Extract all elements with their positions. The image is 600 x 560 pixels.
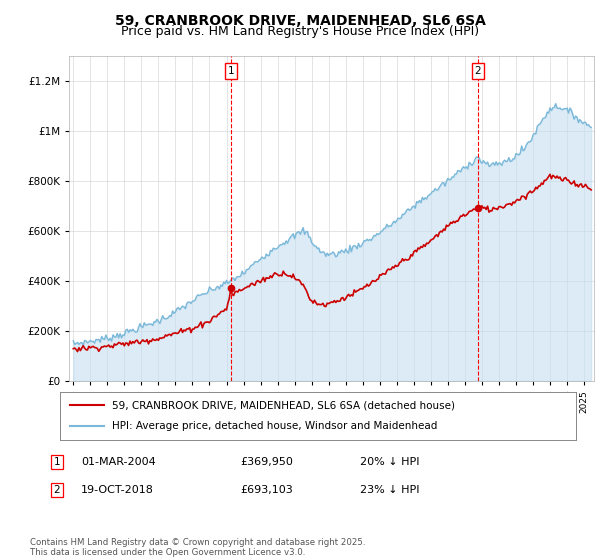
Text: 59, CRANBROOK DRIVE, MAIDENHEAD, SL6 6SA (detached house): 59, CRANBROOK DRIVE, MAIDENHEAD, SL6 6SA… <box>112 400 455 410</box>
Text: 59, CRANBROOK DRIVE, MAIDENHEAD, SL6 6SA: 59, CRANBROOK DRIVE, MAIDENHEAD, SL6 6SA <box>115 14 485 28</box>
Text: 2: 2 <box>53 485 61 495</box>
Text: HPI: Average price, detached house, Windsor and Maidenhead: HPI: Average price, detached house, Wind… <box>112 421 437 431</box>
Text: Price paid vs. HM Land Registry's House Price Index (HPI): Price paid vs. HM Land Registry's House … <box>121 25 479 38</box>
Text: 1: 1 <box>53 457 61 467</box>
Text: 23% ↓ HPI: 23% ↓ HPI <box>360 485 419 495</box>
Text: £369,950: £369,950 <box>240 457 293 467</box>
Text: 1: 1 <box>227 66 234 76</box>
Text: 20% ↓ HPI: 20% ↓ HPI <box>360 457 419 467</box>
Text: 01-MAR-2004: 01-MAR-2004 <box>81 457 156 467</box>
Text: Contains HM Land Registry data © Crown copyright and database right 2025.
This d: Contains HM Land Registry data © Crown c… <box>30 538 365 557</box>
Text: £693,103: £693,103 <box>240 485 293 495</box>
Text: 2: 2 <box>475 66 481 76</box>
Text: 19-OCT-2018: 19-OCT-2018 <box>81 485 154 495</box>
